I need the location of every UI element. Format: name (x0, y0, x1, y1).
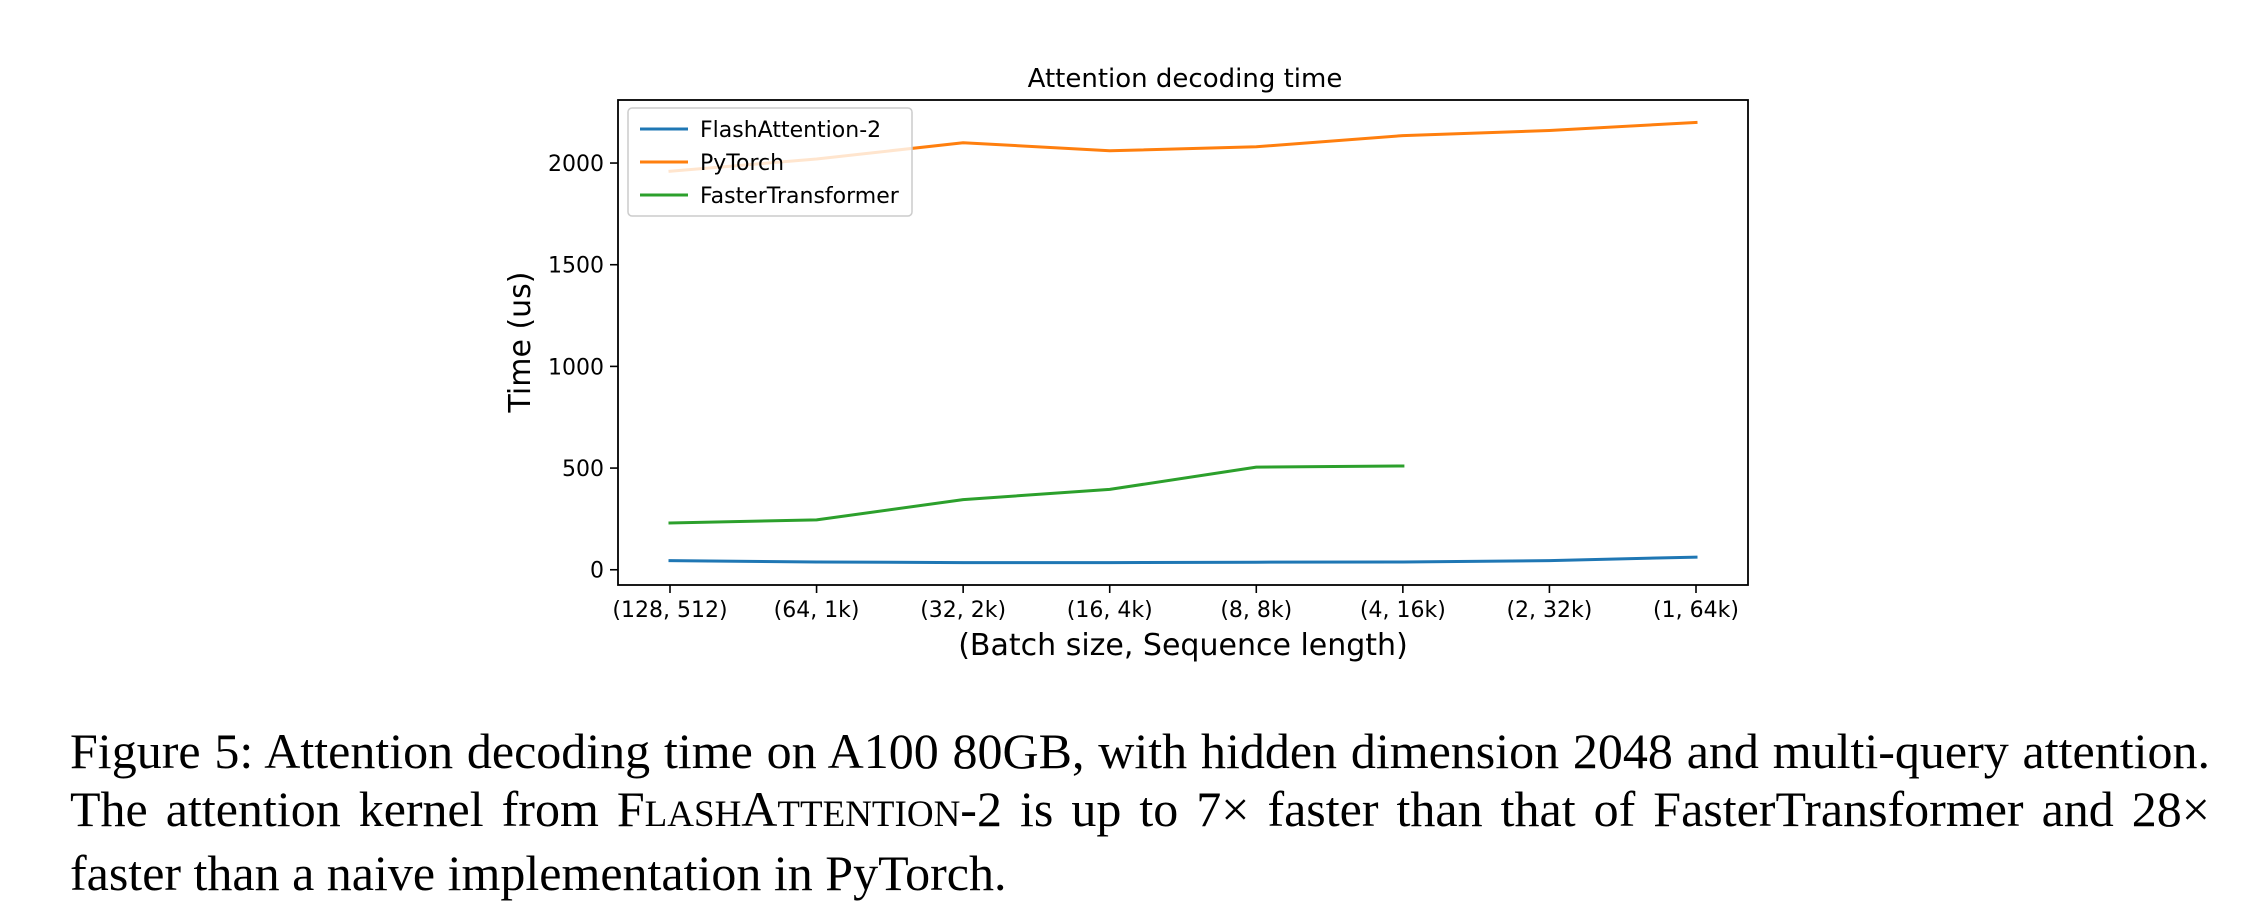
y-tick-label-1: 500 (562, 457, 604, 482)
x-tick-label-1: (64, 1k) (774, 598, 860, 623)
caption-suffix: is up to 7× faster than that of FasterTr… (70, 781, 2210, 901)
y-tick-label-3: 1500 (548, 254, 604, 279)
legend-label-0: FlashAttention-2 (700, 118, 881, 143)
legend-label-1: PyTorch (700, 151, 784, 176)
caption-prefix: Figure 5: Attention decoding time on A10… (70, 723, 2210, 837)
y-tick-label-0: 0 (590, 559, 604, 584)
plot-frame (617, 99, 1749, 586)
y-tick-label-4: 2000 (548, 152, 604, 177)
legend: FlashAttention-2 PyTorch FasterTransformer (627, 107, 913, 217)
x-tick-label-2: (32, 2k) (920, 598, 1006, 623)
x-tick-label-6: (2, 32k) (1506, 598, 1592, 623)
x-axis: (128, 512) (64, 1k) (32, 2k) (16, 4k) (8, 8k… (612, 585, 1739, 623)
x-tick-label-5: (4, 16k) (1360, 598, 1446, 623)
caption-method-f: F (616, 781, 645, 837)
x-tick-label-7: (1, 64k) (1653, 598, 1739, 623)
y-tick-label-2: 1000 (548, 355, 604, 380)
caption-method-suffix: -2 (960, 781, 1002, 837)
legend-label-2: FasterTransformer (700, 184, 900, 209)
y-axis: 0 500 1000 1500 2000 (548, 152, 618, 584)
x-tick-label-3: (16, 4k) (1067, 598, 1153, 623)
y-axis-label: Time (us) (503, 271, 538, 413)
caption-method-a: A (741, 781, 778, 837)
caption-method-lash: lash (644, 794, 742, 835)
line-chart: Attention decoding time 0 500 1000 1500 2000… (503, 64, 1749, 663)
x-axis-label: (Batch size, Sequence length) (958, 628, 1408, 663)
chart-title: Attention decoding time (1028, 64, 1343, 94)
caption-method-ttention: ttention (777, 794, 961, 835)
x-tick-label-0: (128, 512) (612, 598, 727, 623)
figure-caption: Figure 5: Attention decoding time on A10… (70, 722, 2210, 901)
x-tick-label-4: (8, 8k) (1220, 598, 1292, 623)
legend-box (627, 107, 913, 217)
legend-entries: FlashAttention-2 PyTorch FasterTransformer (640, 118, 900, 209)
series-line-2 (668, 464, 1405, 525)
series-line-0 (668, 555, 1698, 565)
